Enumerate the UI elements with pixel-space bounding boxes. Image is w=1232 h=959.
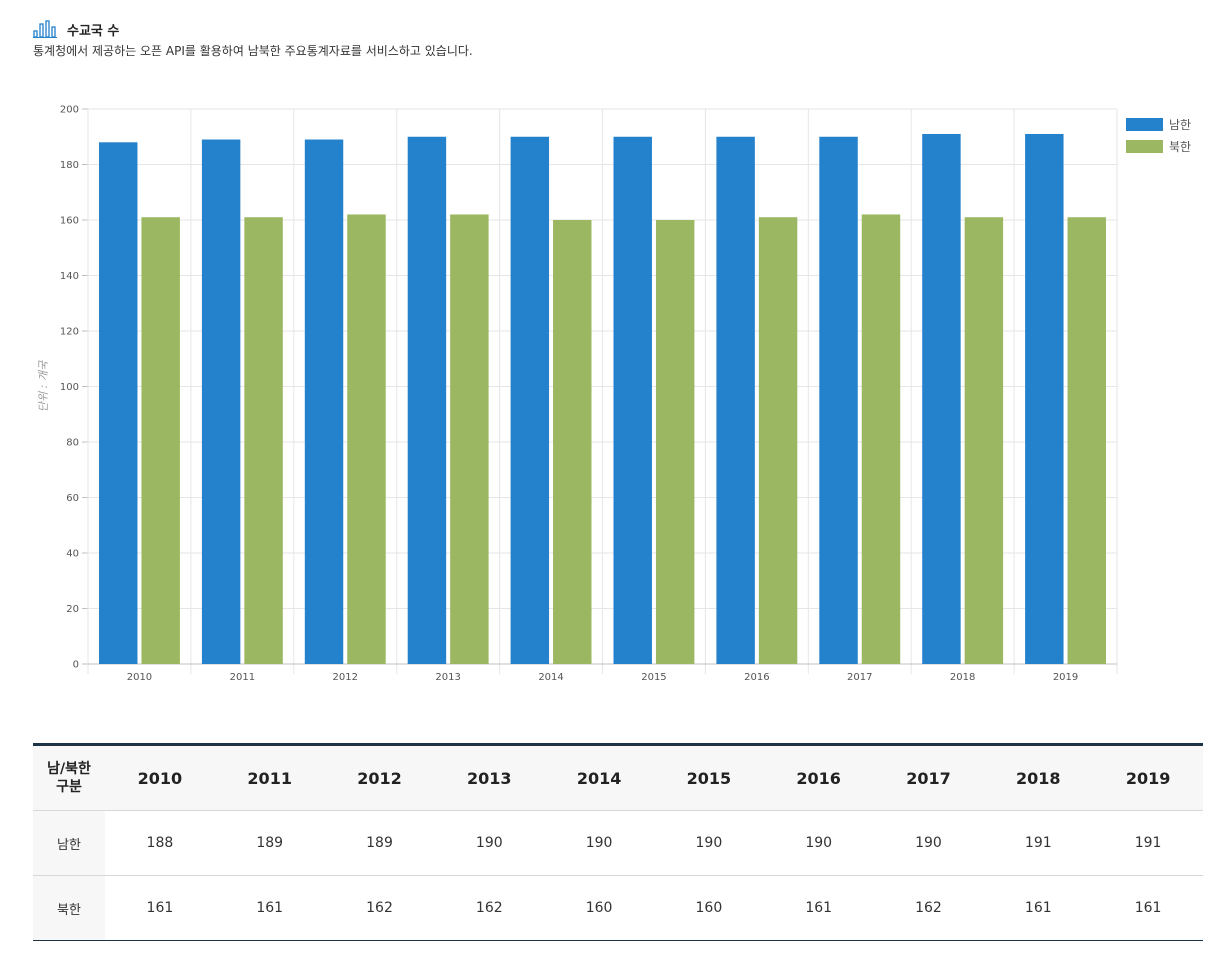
bar-북한-2019: [1067, 217, 1106, 664]
table-row-label: 남한: [33, 810, 105, 876]
table-cell: 190: [873, 810, 984, 876]
table-cell: 190: [544, 810, 654, 876]
x-tick-label-2017: 2017: [847, 672, 872, 683]
table-year-header: 2012: [357, 768, 402, 788]
bar-남한-2019: [1025, 133, 1064, 665]
table-cell: 191: [983, 810, 1094, 876]
table-year-header: 2013: [467, 768, 512, 788]
bar-남한-2018: [922, 133, 961, 665]
table-cell: 160: [544, 875, 654, 941]
table-row: 남한 188 189 189 190 190 190 190 190 191 191: [33, 810, 1203, 876]
bar-북한-2014: [553, 220, 592, 664]
bar-남한-2013: [407, 136, 447, 664]
legend-swatch-남한: [1126, 118, 1163, 131]
table-cell: 161: [763, 875, 874, 941]
y-tick-label: 120: [60, 327, 79, 338]
table-year-header: 2011: [247, 768, 292, 788]
bar-남한-2015: [613, 136, 652, 664]
y-tick-label: 60: [66, 493, 79, 504]
bar-chart-icon: [33, 20, 57, 38]
table-cell: 160: [653, 875, 764, 941]
data-table: 남/북한 구분 2010 2011 2012 2013 2014 2015 2016 2017…: [33, 743, 1203, 941]
bar-남한-2016: [716, 136, 755, 664]
y-tick-label: 0: [73, 660, 79, 671]
bar-북한-2018: [964, 217, 1004, 664]
x-tick-label-2012: 2012: [333, 672, 358, 683]
table-cell: 190: [434, 810, 545, 876]
table-year-header: 2010: [137, 768, 183, 788]
y-tick-label: 20: [66, 604, 79, 615]
y-axis-label: 단위 : 개국: [37, 360, 50, 412]
table-year-header: 2015: [686, 768, 732, 788]
bar-남한-2011: [201, 139, 241, 664]
bar-남한-2010: [99, 142, 138, 665]
table-cell: 161: [1093, 875, 1203, 941]
legend-label-남한: 남한: [1169, 118, 1191, 132]
table-cell: 188: [105, 810, 215, 876]
page-subtitle: 통계청에서 제공하는 오픈 API를 활용하여 남북한 주요통계자료를 서비스하…: [33, 44, 473, 58]
x-tick-label-2011: 2011: [230, 672, 255, 683]
page-header: 수교국 수 통계청에서 제공하는 오픈 API를 활용하여 남북한 주요통계자료…: [33, 19, 473, 59]
bar-북한-2012: [347, 214, 386, 664]
table-cell: 162: [873, 875, 984, 941]
table-row-label: 북한: [33, 875, 105, 941]
table-year-header: 2018: [1016, 768, 1061, 788]
page-title: 수교국 수: [67, 23, 120, 39]
bar-남한-2014: [510, 136, 550, 664]
bar-chart: 0 20 40 60 80 100 120 140 160 180 200 2010 2011 2012 2…: [37, 105, 1191, 684]
table-cell: 190: [763, 810, 874, 876]
x-tick-label-2013: 2013: [435, 672, 460, 683]
bar-북한-2010: [141, 217, 180, 664]
legend-swatch-북한: [1126, 140, 1163, 153]
table-cell: 189: [324, 810, 435, 876]
y-tick-label: 40: [66, 549, 79, 560]
y-tick-label: 140: [60, 271, 79, 282]
bar-북한-2011: [244, 217, 283, 664]
x-tick-label-2018: 2018: [950, 672, 975, 683]
data-table-wrapper: 남/북한 구분 2010 2011 2012 2013 2014 2015 2016 2017…: [33, 743, 1203, 941]
table-cell: 162: [324, 875, 435, 941]
title-row: 수교국 수: [33, 19, 473, 39]
table-year-header: 2019: [1125, 768, 1171, 788]
table-year-header: 2017: [906, 768, 951, 788]
table-corner-header: 남/북한 구분: [33, 744, 105, 811]
table-cell: 161: [105, 875, 215, 941]
table-year-header: 2014: [576, 768, 622, 788]
y-tick-label: 180: [60, 160, 79, 171]
x-tick-label-2014: 2014: [538, 672, 563, 683]
table-cell: 161: [214, 875, 325, 941]
y-tick-label: 80: [66, 438, 79, 449]
bar-북한-2017: [861, 214, 901, 664]
bar-북한-2013: [450, 214, 489, 664]
y-tick-label: 160: [60, 216, 79, 227]
legend-label-북한: 북한: [1169, 140, 1191, 154]
table-header-row: 남/북한 구분 2010 2011 2012 2013 2014 2015 2016 2017…: [33, 744, 1203, 811]
table-cell: 189: [214, 810, 325, 876]
corner-line-1: 남/북한: [47, 761, 91, 777]
x-tick-label-2019: 2019: [1053, 672, 1078, 683]
corner-line-2: 구분: [56, 779, 82, 795]
table-row: 북한 161 161 162 162 160 160 161 162 161 161: [33, 875, 1203, 941]
table-cell: 190: [653, 810, 764, 876]
table-cell: 161: [983, 875, 1094, 941]
y-tick-label: 200: [60, 105, 79, 116]
bar-남한-2017: [819, 136, 858, 664]
table-cell: 162: [434, 875, 545, 941]
x-tick-label-2016: 2016: [744, 672, 769, 683]
x-tick-label-2010: 2010: [127, 672, 152, 683]
x-tick-label-2015: 2015: [641, 672, 666, 683]
bar-북한-2015: [655, 220, 695, 664]
table-cell: 191: [1093, 810, 1203, 876]
bar-남한-2012: [304, 139, 344, 664]
y-tick-label: 100: [60, 382, 79, 393]
table-year-header: 2016: [796, 768, 841, 788]
bar-북한-2016: [758, 217, 798, 664]
